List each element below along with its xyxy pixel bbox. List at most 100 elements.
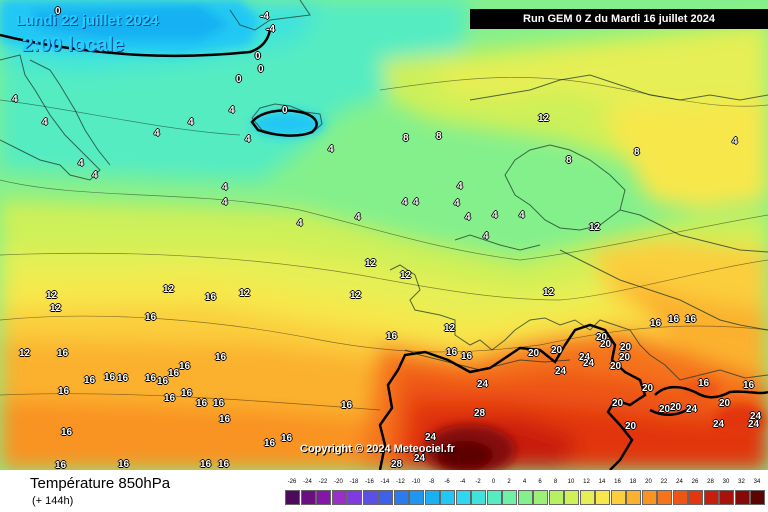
isotherm-value-label: 24 <box>579 352 591 363</box>
legend-tick: 20 <box>645 479 652 485</box>
legend-tick: -12 <box>396 479 405 485</box>
isotherm-value-label: 4 <box>457 181 463 192</box>
isotherm-value-label: 16 <box>668 314 680 325</box>
legend-tick: -24 <box>303 479 312 485</box>
isotherm-value-label: 12 <box>350 290 362 301</box>
isotherm-value-label: 4 <box>154 128 160 139</box>
isotherms <box>0 77 768 411</box>
legend-tick: -20 <box>334 479 343 485</box>
isotherm-value-label: 16 <box>181 388 193 399</box>
legend-color-swatch <box>750 490 765 505</box>
isotherm-value-label: 16 <box>213 398 225 409</box>
bold-isotherms <box>0 29 768 470</box>
isotherm-value-label: 16 <box>685 314 697 325</box>
legend-tick: 32 <box>738 479 745 485</box>
temperature-field <box>0 0 768 470</box>
isotherm-value-label: 16 <box>743 380 755 391</box>
legend-color-swatch <box>688 490 703 505</box>
isotherm-value-label: 16 <box>264 438 276 449</box>
isotherm-value-label: 28 <box>391 459 403 470</box>
isotherm-value-label: 16 <box>168 368 180 379</box>
isotherm-value-label: 12 <box>19 348 31 359</box>
legend-tick: 18 <box>629 479 637 485</box>
model-run-label: Run GEM 0 Z du Mardi 16 juillet 2024 <box>470 9 768 29</box>
isotherm-value-label: 28 <box>474 408 486 419</box>
legend-tick: -26 <box>287 479 297 485</box>
isotherm-value-label: 16 <box>61 427 73 438</box>
legend-tick: 0 <box>491 479 496 485</box>
legend-tick: 14 <box>598 479 606 485</box>
isotherm-value-label: 0 <box>55 6 61 17</box>
isotherm-value-label: 20 <box>610 361 622 372</box>
legend-tick: 28 <box>707 479 714 485</box>
isotherm-value-label: 4 <box>222 197 228 208</box>
isotherm-value-label: 12 <box>46 290 58 301</box>
isotherm-value-label: 20 <box>719 398 731 409</box>
isotherm-value-label: 4 <box>402 197 408 208</box>
isotherm-value-label: 16 <box>196 398 208 409</box>
legend-color-swatch <box>734 490 750 505</box>
isotherm-value-label: 16 <box>200 459 212 470</box>
legend-color-swatch <box>502 490 517 505</box>
legend-color-swatch <box>440 490 455 505</box>
legend-color-swatch <box>285 490 300 505</box>
isotherm-value-label: 16 <box>650 318 662 329</box>
legend-tick: 22 <box>660 479 668 485</box>
isotherm-value-label: 20 <box>612 398 624 409</box>
legend-color-swatch <box>347 490 362 505</box>
legend-tick: -10 <box>411 479 421 485</box>
isotherm-value-label: 12 <box>239 288 251 299</box>
isotherm-value-label: 16 <box>145 312 157 323</box>
legend-color-swatch <box>703 490 719 505</box>
legend-tick: 2 <box>507 479 511 485</box>
isotherm-value-label: 16 <box>57 348 69 359</box>
isotherm-value-label: 16 <box>118 459 130 470</box>
legend-color-swatch <box>378 490 393 505</box>
isotherm-value-label: 4 <box>12 94 18 105</box>
isotherm-value-label: 4 <box>297 218 303 229</box>
isotherm-value-label: -4 <box>266 24 275 35</box>
isotherm-value-label: 8 <box>566 155 572 166</box>
isotherm-value-label: 24 <box>686 404 698 415</box>
coastlines <box>0 0 768 381</box>
isotherm-value-label: 16 <box>55 460 67 470</box>
legend-tick: 10 <box>567 479 575 485</box>
isotherm-value-label: 16 <box>341 400 353 411</box>
isotherm-value-label: 4 <box>465 212 471 223</box>
temperature-map[interactable]: 0 -4 -4 0 0 0 0 4 4 4 4 4 4 4 4 4 4 4 4 4 4 4 4 4 4 4 4 4 8 8 8 8 4 12 12 1… <box>0 0 768 470</box>
parameter-title: Température 850hPa <box>30 475 171 492</box>
legend-tick: 34 <box>753 479 761 485</box>
isotherm-value-label: 0 <box>282 105 288 116</box>
isotherm-value-label: 20 <box>551 345 563 356</box>
legend-color-swatch <box>719 490 734 505</box>
legend-color-swatch <box>595 490 610 505</box>
isotherm-value-label: 20 <box>596 332 608 343</box>
isotherm-value-label: 16 <box>157 376 169 387</box>
legend-color-swatch <box>610 490 626 505</box>
isotherm-value-label: 16 <box>698 378 710 389</box>
legend-tick: -2 <box>475 479 481 485</box>
legend-tick: 4 <box>522 479 527 485</box>
isotherm-value-label: 24 <box>750 411 762 422</box>
isotherm-value-label: 20 <box>670 402 682 413</box>
isotherm-value-label: 4 <box>413 197 419 208</box>
legend-color-swatch <box>300 490 316 505</box>
isotherm-value-label: 16 <box>215 352 227 363</box>
isotherm-value-label: -4 <box>260 11 269 22</box>
legend-tick: -14 <box>380 479 390 485</box>
isotherm-value-label: 24 <box>748 419 760 430</box>
forecast-range: (+ 144h) <box>32 495 74 507</box>
isotherm-value-label: 16 <box>58 386 70 397</box>
legend-tick: 30 <box>722 479 730 485</box>
isotherm-value-label: 16 <box>117 373 129 384</box>
isotherm-value-label: 16 <box>446 347 458 358</box>
isotherm-value-label: 12 <box>444 323 456 334</box>
isotherm-value-label: 16 <box>84 375 96 386</box>
isotherm-value-label: 16 <box>386 331 398 342</box>
isotherm-value-label: 24 <box>555 366 567 377</box>
legend-color-swatch <box>471 490 486 505</box>
isotherm-value-label: 4 <box>92 170 98 181</box>
isotherm-value-label: 24 <box>414 453 426 464</box>
legend-tick: 8 <box>553 479 558 485</box>
isotherm-value-label: 8 <box>634 147 640 158</box>
